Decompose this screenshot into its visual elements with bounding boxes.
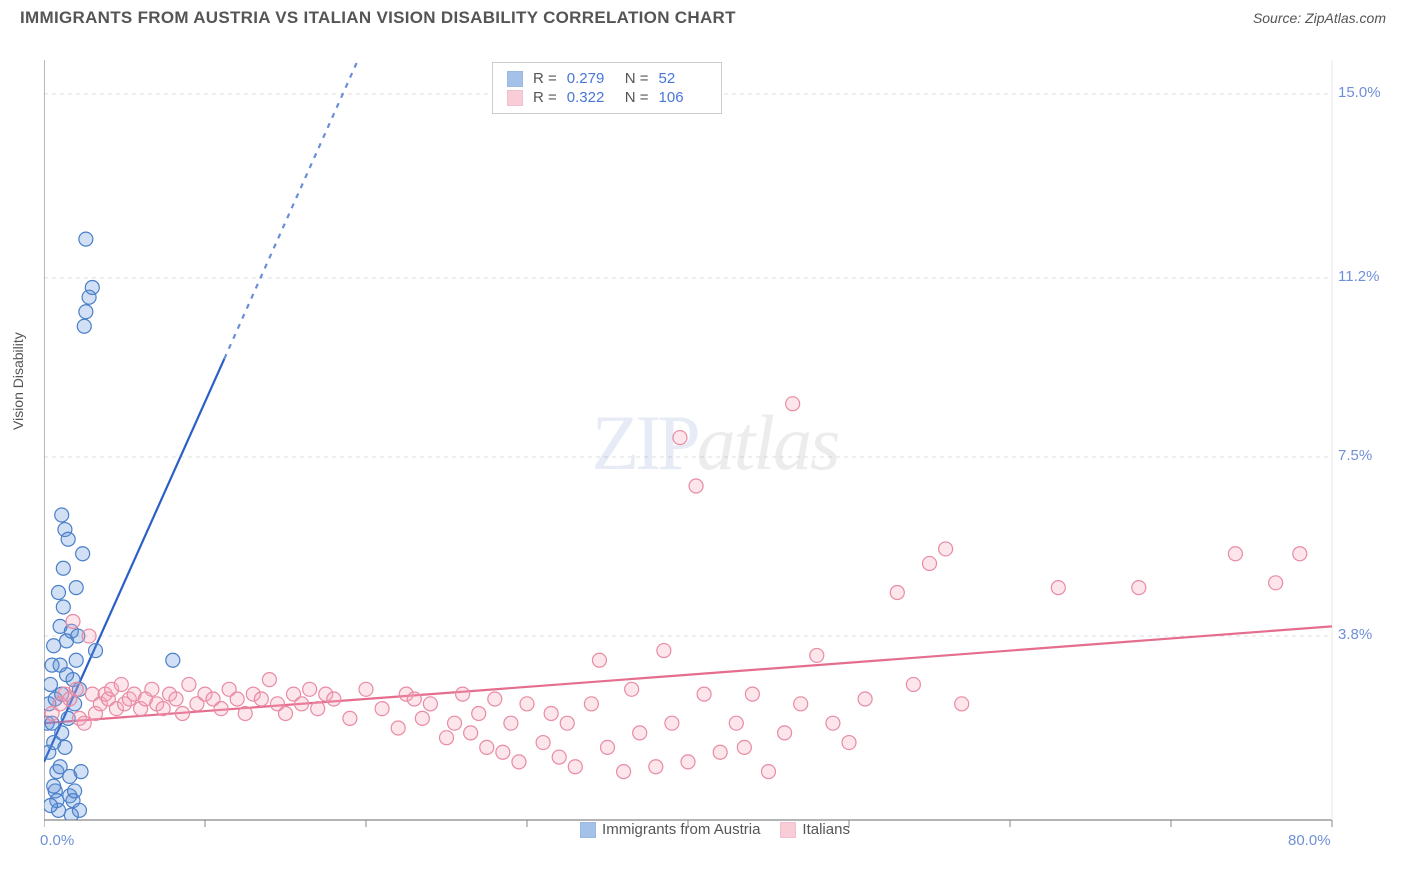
n-label: N = [625,89,649,106]
chart-area: ZIPatlas R = 0.279 N = 52 R = 0.322 N = … [44,48,1386,838]
r-value-italian: 0.322 [567,89,615,106]
y-tick-label: 15.0% [1338,84,1381,101]
y-tick-label: 7.5% [1338,447,1372,464]
source-credit: Source: ZipAtlas.com [1253,10,1386,26]
legend-label-austria: Immigrants from Austria [602,821,760,838]
scatter-plot-svg [44,48,1386,838]
legend-label-italian: Italians [802,821,850,838]
legend-row-italian: R = 0.322 N = 106 [507,88,707,107]
n-label: N = [625,70,649,87]
swatch-italian [780,822,796,838]
r-value-austria: 0.279 [567,70,615,87]
series-legend: Immigrants from Austria Italians [44,821,1386,838]
n-value-austria: 52 [659,70,707,87]
chart-title: IMMIGRANTS FROM AUSTRIA VS ITALIAN VISIO… [20,8,736,28]
y-tick-label: 3.8% [1338,626,1372,643]
swatch-italian [507,90,523,106]
r-label: R = [533,89,557,106]
source-label: Source: [1253,10,1301,26]
n-value-italian: 106 [659,89,707,106]
legend-item-italian: Italians [780,821,850,838]
swatch-austria [580,822,596,838]
y-tick-label: 11.2% [1338,268,1379,285]
swatch-austria [507,71,523,87]
r-label: R = [533,70,557,87]
legend-row-austria: R = 0.279 N = 52 [507,69,707,88]
legend-item-austria: Immigrants from Austria [580,821,760,838]
source-link[interactable]: ZipAtlas.com [1305,10,1386,26]
y-axis-label: Vision Disability [10,332,26,430]
correlation-legend: R = 0.279 N = 52 R = 0.322 N = 106 [492,62,722,114]
